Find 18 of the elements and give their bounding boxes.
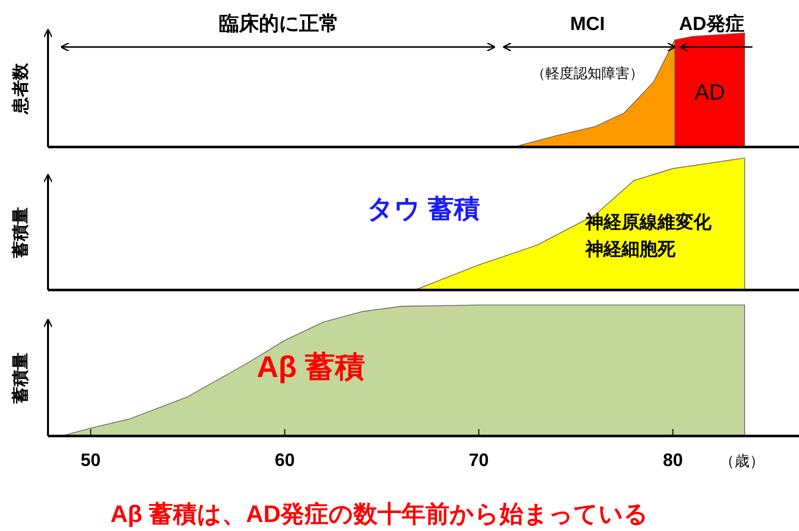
x-axis-title: （歳） bbox=[720, 453, 764, 470]
series-label: タウ 蓄積 bbox=[366, 193, 480, 224]
annotation: 神経細胞死 bbox=[586, 239, 676, 259]
annotation: （軽度認知障害） bbox=[531, 65, 644, 81]
x-tick-label: 50 bbox=[80, 450, 101, 470]
annotation: 臨床的に正常 bbox=[218, 13, 339, 35]
x-tick-label: 60 bbox=[274, 450, 295, 470]
y-axis-title: 蓄積量 bbox=[11, 207, 30, 259]
annotation: 神経原線維変化 bbox=[586, 212, 712, 232]
series-label: Aβ 蓄積 bbox=[256, 351, 365, 384]
annotation: Aβ 蓄積は、AD発症の数十年前から始まっている bbox=[110, 501, 649, 528]
y-axis-title: 患者数 bbox=[11, 62, 30, 115]
annotation: AD発症 bbox=[678, 14, 744, 35]
x-tick-label: 70 bbox=[468, 450, 489, 470]
y-axis-title: 蓄積量 bbox=[11, 352, 30, 404]
x-tick-label: 80 bbox=[662, 450, 683, 470]
annotation: MCI bbox=[570, 14, 605, 35]
series-label: AD bbox=[694, 80, 726, 105]
